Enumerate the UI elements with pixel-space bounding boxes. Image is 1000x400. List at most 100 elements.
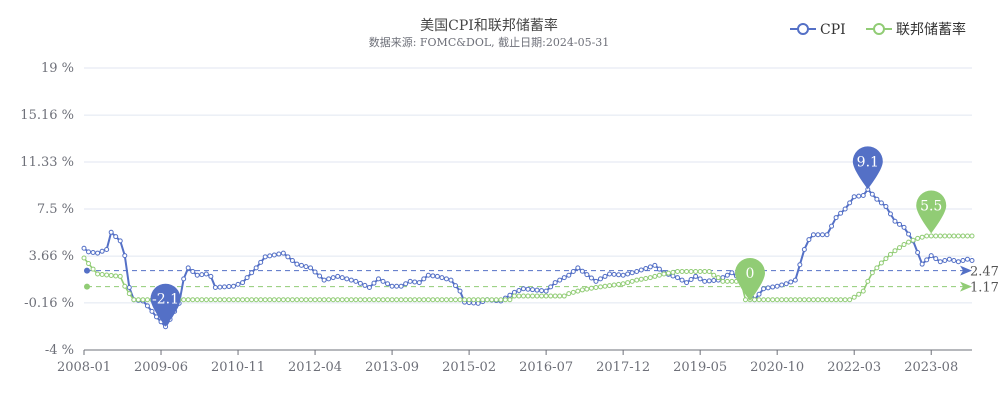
data-point bbox=[308, 265, 314, 271]
data-point bbox=[453, 283, 459, 289]
data-point bbox=[421, 276, 427, 282]
data-point bbox=[407, 297, 413, 303]
x-tick-label: 2020-10 bbox=[750, 360, 804, 375]
data-point bbox=[140, 297, 146, 303]
data-point bbox=[593, 278, 599, 284]
data-point bbox=[95, 271, 101, 277]
data-point bbox=[693, 273, 699, 279]
data-point bbox=[249, 297, 255, 303]
legend-item-fed-rate[interactable]: 联邦储蓄率 bbox=[866, 21, 966, 38]
data-point bbox=[317, 297, 323, 303]
data-point bbox=[856, 291, 862, 297]
data-point bbox=[616, 272, 622, 278]
data-point bbox=[99, 248, 105, 254]
data-point bbox=[335, 297, 341, 303]
data-point bbox=[684, 280, 690, 286]
data-point bbox=[366, 284, 372, 290]
data-point bbox=[652, 262, 658, 268]
data-point bbox=[697, 269, 703, 275]
data-point bbox=[765, 297, 771, 303]
data-point bbox=[960, 258, 966, 263]
data-point bbox=[937, 259, 943, 265]
series-line bbox=[83, 188, 973, 328]
data-point bbox=[520, 293, 526, 299]
data-point bbox=[557, 277, 563, 283]
data-point bbox=[181, 297, 187, 303]
data-point bbox=[294, 261, 300, 267]
data-point bbox=[144, 297, 150, 303]
data-point bbox=[357, 297, 363, 303]
data-point bbox=[756, 291, 762, 297]
data-point bbox=[892, 218, 898, 224]
data-point bbox=[842, 206, 848, 212]
data-point bbox=[801, 297, 807, 303]
data-point bbox=[869, 191, 875, 197]
data-point bbox=[412, 279, 418, 285]
data-point bbox=[235, 297, 241, 303]
data-point bbox=[851, 294, 857, 300]
series-fed-rate bbox=[81, 233, 975, 303]
data-point bbox=[919, 261, 925, 267]
data-point bbox=[434, 297, 440, 303]
legend[interactable]: CPI 联邦储蓄率 bbox=[790, 21, 966, 38]
data-point bbox=[212, 297, 218, 303]
legend-item-cpi[interactable]: CPI bbox=[790, 22, 846, 38]
data-point bbox=[380, 278, 386, 284]
data-point bbox=[933, 233, 939, 239]
x-tick-label: 2009-06 bbox=[134, 360, 188, 375]
data-point bbox=[267, 297, 273, 303]
data-point bbox=[113, 273, 119, 279]
data-point bbox=[262, 254, 268, 260]
data-point bbox=[185, 265, 191, 271]
data-point bbox=[407, 278, 413, 284]
x-tick-label: 2013-09 bbox=[365, 360, 419, 375]
data-point bbox=[126, 284, 132, 290]
data-point bbox=[530, 287, 536, 293]
data-point bbox=[951, 258, 957, 263]
data-point bbox=[357, 280, 363, 286]
data-point bbox=[525, 286, 531, 292]
data-point bbox=[475, 297, 481, 303]
data-point bbox=[742, 297, 748, 303]
data-point bbox=[108, 272, 114, 278]
data-point bbox=[326, 276, 332, 282]
data-point bbox=[271, 297, 277, 303]
data-point bbox=[675, 269, 681, 275]
markpoint-pin: 5.5 bbox=[916, 190, 947, 234]
data-point bbox=[815, 232, 821, 238]
markpoint-pin: 0 bbox=[735, 257, 765, 301]
data-point bbox=[761, 286, 767, 292]
data-point bbox=[779, 297, 785, 303]
series-layer bbox=[81, 186, 975, 330]
data-point bbox=[194, 272, 200, 278]
data-point bbox=[149, 308, 155, 314]
data-point bbox=[81, 255, 87, 261]
data-point bbox=[389, 297, 395, 303]
data-point bbox=[439, 297, 445, 303]
data-point bbox=[543, 288, 549, 294]
data-point bbox=[348, 277, 354, 283]
data-point bbox=[131, 297, 137, 303]
data-point bbox=[661, 271, 667, 277]
data-point bbox=[670, 269, 676, 275]
pin-label: -2.1 bbox=[152, 292, 179, 308]
x-tick-label: 2008-01 bbox=[57, 360, 111, 375]
data-point bbox=[362, 282, 368, 288]
data-point bbox=[394, 283, 400, 289]
data-point bbox=[507, 297, 513, 303]
data-point bbox=[258, 259, 264, 265]
data-point bbox=[878, 260, 884, 266]
data-point bbox=[942, 258, 948, 263]
data-point bbox=[915, 250, 921, 256]
data-point bbox=[679, 277, 685, 283]
data-point bbox=[462, 297, 468, 303]
data-point bbox=[231, 297, 237, 303]
pin-shape bbox=[735, 257, 765, 301]
data-point bbox=[688, 277, 694, 282]
data-point bbox=[761, 297, 767, 303]
data-point bbox=[951, 233, 957, 239]
data-point bbox=[457, 288, 463, 294]
data-point bbox=[285, 254, 291, 260]
data-point bbox=[756, 297, 762, 303]
data-point bbox=[797, 297, 803, 303]
